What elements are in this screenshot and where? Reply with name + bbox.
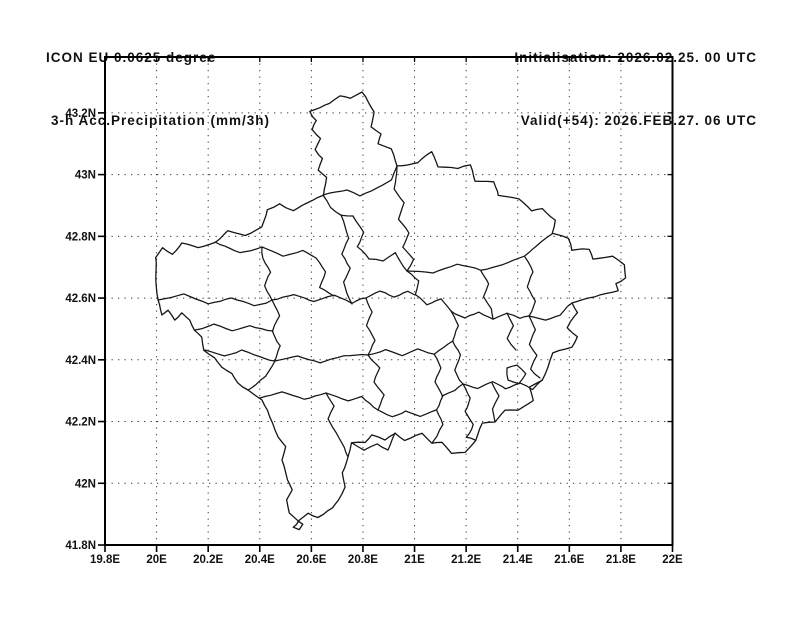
x-tick-label: 20.6E xyxy=(296,554,326,566)
x-tick-label: 21.8E xyxy=(606,554,636,566)
plot-frame xyxy=(104,56,674,546)
municipality-border xyxy=(367,340,454,357)
x-tick-label: 20E xyxy=(146,554,167,566)
y-tick-label: 41.8N xyxy=(65,540,96,552)
y-tick-label: 42.8N xyxy=(65,231,96,243)
valid-time-label: Valid(+54): 2026.FEB.27. 06 UTC xyxy=(520,113,757,128)
enclave-ring xyxy=(506,364,527,385)
country-outline xyxy=(155,91,627,531)
municipality-border xyxy=(524,256,537,317)
municipality-border xyxy=(377,409,437,418)
x-tick-label: 22E xyxy=(662,554,683,566)
municipality-border xyxy=(365,290,416,299)
municipality-border xyxy=(441,383,464,397)
municipality-border xyxy=(406,233,553,274)
municipality-border xyxy=(506,312,517,351)
municipality-border xyxy=(247,360,276,391)
municipality-border xyxy=(365,297,376,356)
municipality-border xyxy=(368,252,408,272)
municipality-border xyxy=(462,383,476,441)
municipality-border xyxy=(462,379,543,391)
x-tick-label: 21.4E xyxy=(503,554,533,566)
y-tick-label: 42N xyxy=(75,478,96,490)
municipality-border xyxy=(322,165,398,197)
municipality-border xyxy=(322,194,354,217)
municipality-border xyxy=(352,215,370,260)
municipality-border xyxy=(406,270,452,312)
municipality-border xyxy=(315,257,335,297)
x-tick-label: 20.2E xyxy=(193,554,223,566)
municipality-border xyxy=(325,392,349,458)
x-tick-label: 19.8E xyxy=(90,554,120,566)
municipality-border xyxy=(157,293,273,307)
municipality-border xyxy=(259,391,379,411)
x-tick-label: 20.4E xyxy=(245,554,275,566)
y-tick-label: 42.6N xyxy=(65,293,96,305)
municipality-border xyxy=(528,302,573,321)
municipality-border xyxy=(450,310,464,385)
x-tick-label: 21E xyxy=(404,554,425,566)
y-tick-label: 42.4N xyxy=(65,355,96,367)
municipality-border xyxy=(351,432,396,451)
municipality-border xyxy=(393,165,415,272)
municipality-border xyxy=(528,315,541,379)
municipality-border xyxy=(274,353,369,364)
municipality-border xyxy=(367,354,385,411)
municipality-border xyxy=(450,310,530,320)
municipality-border xyxy=(340,214,353,305)
municipality-border xyxy=(271,293,367,305)
municipality-border xyxy=(214,241,317,259)
x-tick-label: 21.6E xyxy=(554,554,584,566)
y-tick-label: 43N xyxy=(75,170,96,182)
municipality-border xyxy=(194,323,274,332)
municipality-border xyxy=(261,246,273,301)
product-title: 3-h Acc.Precipitation (mm/3h) xyxy=(51,113,271,128)
x-tick-label: 20.8E xyxy=(348,554,378,566)
y-tick-label: 42.2N xyxy=(65,417,96,429)
x-tick-label: 21.2E xyxy=(451,554,481,566)
y-tick-label: 43.2N xyxy=(65,108,96,120)
municipality-border xyxy=(431,353,444,444)
municipality-border xyxy=(491,382,500,423)
municipality-border xyxy=(204,349,276,362)
municipality-border xyxy=(480,270,494,320)
